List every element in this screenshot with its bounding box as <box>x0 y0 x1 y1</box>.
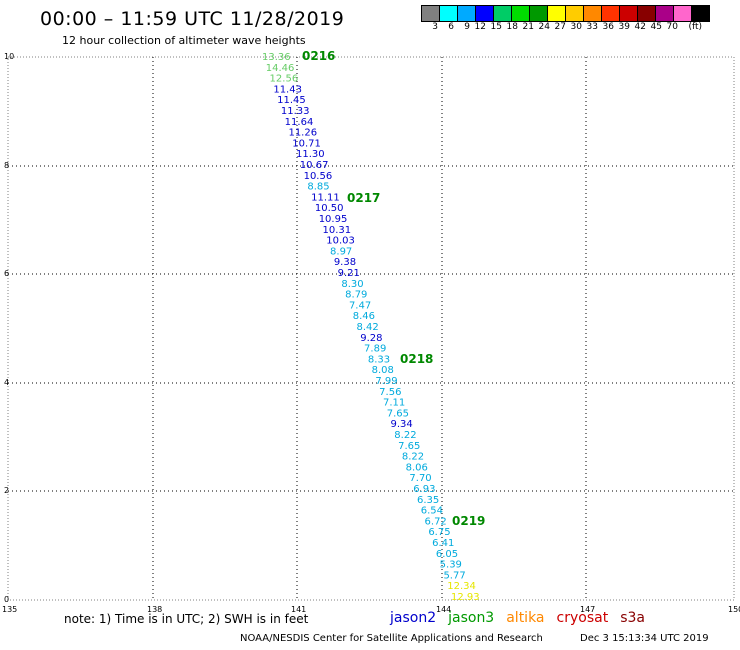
wave-height-label: 11.45 <box>277 95 306 106</box>
legend-jason2: jason2 <box>390 610 437 626</box>
color-tick: 9 <box>464 22 470 32</box>
footer-credit: NOAA/NESDIS Center for Satellite Applica… <box>240 633 543 644</box>
wave-height-label: 12.34 <box>447 581 476 592</box>
color-tick: 18 <box>506 22 518 32</box>
wave-height-label: 8.08 <box>372 365 394 376</box>
wave-height-label: 6.35 <box>417 495 439 506</box>
wave-height-label: 10.03 <box>326 236 355 247</box>
wave-height-label: 11.64 <box>285 117 314 128</box>
wave-height-label: 7.56 <box>379 387 401 398</box>
wave-height-label: 9.34 <box>391 419 413 430</box>
color-tick: 45 <box>650 22 662 32</box>
wave-height-label: 8.46 <box>353 311 375 322</box>
color-tick: 36 <box>602 22 614 32</box>
color-tick: 15 <box>490 22 502 32</box>
color-tick: 30 <box>570 22 582 32</box>
time-label: 0218 <box>400 352 433 366</box>
wave-height-label: 12.56 <box>270 74 299 85</box>
wave-height-label: 7.11 <box>383 398 405 409</box>
wave-height-label: 10.95 <box>319 214 348 225</box>
y-tick-label: 2 <box>4 486 9 495</box>
time-label: 0219 <box>452 514 485 528</box>
legend-jason3: jason3 <box>448 610 495 626</box>
map-title: 00:00 – 11:59 UTC 11/28/2019 <box>40 8 345 30</box>
wave-height-label: 9.28 <box>360 333 382 344</box>
color-tick: 70 <box>666 22 678 32</box>
wave-height-label: 9.38 <box>334 257 356 268</box>
wave-height-label: 6.93 <box>413 484 435 495</box>
wave-height-label: 8.79 <box>345 290 367 301</box>
wave-height-label: 7.65 <box>398 441 420 452</box>
wave-height-label: 11.43 <box>273 84 302 95</box>
y-tick-label: 10 <box>4 52 14 61</box>
wave-height-label: 10.67 <box>300 160 329 171</box>
x-tick-label: 150 <box>728 605 740 614</box>
wave-height-label: 11.26 <box>288 128 317 139</box>
wave-height-label: 11.33 <box>281 106 310 117</box>
wave-height-label: 10.71 <box>292 138 321 149</box>
color-scale <box>421 5 710 22</box>
wave-height-label: 6.41 <box>432 538 454 549</box>
time-label: 0217 <box>347 191 380 205</box>
wave-height-label: 11.11 <box>311 192 340 203</box>
y-tick-label: 8 <box>4 161 9 170</box>
wave-height-label: 9.21 <box>338 268 360 279</box>
color-tick: 27 <box>554 22 566 32</box>
color-tick: 3 <box>432 22 438 32</box>
x-tick-label: 147 <box>580 605 595 614</box>
wave-height-label: 7.99 <box>375 376 397 387</box>
wave-height-label: 7.89 <box>364 344 386 355</box>
wave-height-label: 8.42 <box>357 322 379 333</box>
note: note: 1) Time is in UTC; 2) SWH is in fe… <box>64 612 309 626</box>
wave-height-label: 11.30 <box>296 149 325 160</box>
wave-height-label: 8.85 <box>307 182 329 193</box>
color-swatch <box>691 5 710 22</box>
wave-height-label: 6.75 <box>428 527 450 538</box>
wave-height-label: 5.39 <box>440 560 462 571</box>
wave-height-label: 10.56 <box>304 171 333 182</box>
map-subtitle: 12 hour collection of altimeter wave hei… <box>62 34 306 47</box>
wave-height-label: 7.65 <box>387 408 409 419</box>
legend-altika: altika <box>506 610 545 626</box>
y-tick-label: 4 <box>4 378 9 387</box>
wave-height-label: 5.77 <box>443 570 465 581</box>
wave-height-label: 14.46 <box>266 63 295 74</box>
wave-height-label: 8.30 <box>341 279 363 290</box>
wave-height-label: 8.22 <box>402 452 424 463</box>
wave-height-label: 7.47 <box>349 300 371 311</box>
wave-height-label: 12.93 <box>451 592 480 603</box>
y-tick-label: 0 <box>4 595 9 604</box>
wave-height-label: 6.05 <box>436 549 458 560</box>
y-tick-label: 6 <box>4 269 9 278</box>
wave-height-label: 10.50 <box>315 203 344 214</box>
x-tick-label: 135 <box>2 605 17 614</box>
color-tick: 42 <box>634 22 646 32</box>
wave-height-label: 6.72 <box>425 516 447 527</box>
wave-height-label: 10.31 <box>322 225 351 236</box>
color-tick: 12 <box>474 22 486 32</box>
satellite-legend: jason2 jason3 altika cryosat s3a <box>390 610 645 626</box>
wave-height-label: 8.97 <box>330 246 352 257</box>
wave-height-label: 8.06 <box>406 462 428 473</box>
time-label: 0216 <box>302 49 335 63</box>
footer-timestamp: Dec 3 15:13:34 UTC 2019 <box>580 633 709 644</box>
wave-height-label: 6.54 <box>421 506 443 517</box>
x-tick-label: 144 <box>436 605 451 614</box>
x-tick-label: 141 <box>291 605 306 614</box>
color-tick: 39 <box>618 22 630 32</box>
wave-height-label: 7.70 <box>409 473 431 484</box>
x-tick-label: 138 <box>147 605 162 614</box>
color-tick: 6 <box>448 22 454 32</box>
wave-height-label: 8.22 <box>394 430 416 441</box>
legend-s3a: s3a <box>620 610 645 626</box>
color-unit: (ft) <box>688 22 702 32</box>
wave-height-label: 8.33 <box>368 354 390 365</box>
legend-cryosat: cryosat <box>556 610 609 626</box>
color-tick: 24 <box>538 22 550 32</box>
color-tick: 21 <box>522 22 534 32</box>
color-scale-ticks: 3 6 9 12 15 18 21 24 27 30 33 36 39 42 45 70 (ft) <box>422 22 702 32</box>
wave-height-label: 13.36 <box>262 52 291 63</box>
color-tick: 33 <box>586 22 598 32</box>
